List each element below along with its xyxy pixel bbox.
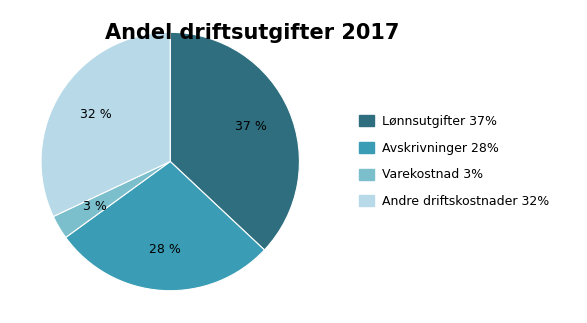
Wedge shape (170, 32, 299, 250)
Text: 32 %: 32 % (80, 108, 112, 121)
Legend: Lønnsutgifter 37%, Avskrivninger 28%, Varekostnad 3%, Andre driftskostnader 32%: Lønnsutgifter 37%, Avskrivninger 28%, Va… (359, 115, 549, 208)
Wedge shape (41, 32, 170, 216)
Text: 37 %: 37 % (235, 120, 267, 133)
Text: Andel driftsutgifter 2017: Andel driftsutgifter 2017 (105, 23, 400, 43)
Text: 28 %: 28 % (149, 243, 181, 256)
Wedge shape (66, 162, 264, 291)
Wedge shape (53, 162, 170, 237)
Text: 3 %: 3 % (83, 200, 107, 213)
